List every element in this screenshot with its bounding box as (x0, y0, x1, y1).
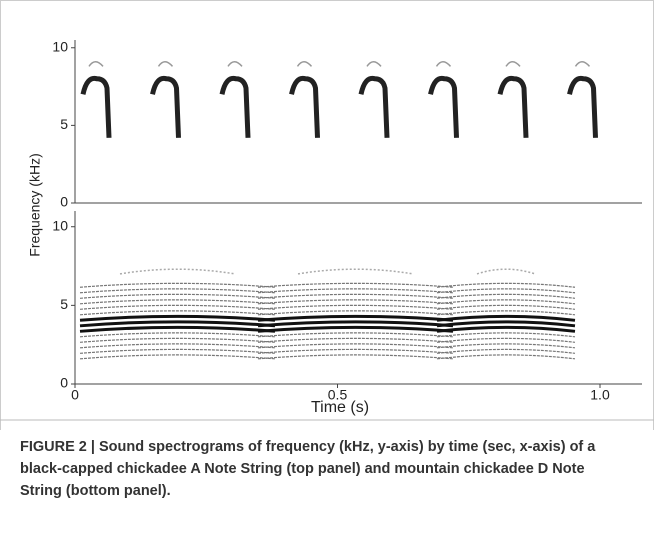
note-band (79, 293, 276, 299)
note-band (436, 348, 576, 354)
note-harmonic (574, 60, 591, 67)
note-band (79, 310, 276, 316)
note-band (79, 348, 276, 354)
y-tick-label: 0 (60, 194, 68, 210)
note (80, 75, 112, 138)
y-tick-label: 5 (60, 296, 68, 312)
frame (0, 0, 654, 430)
note-band (436, 343, 576, 349)
note-band (436, 325, 576, 333)
y-tick-label: 0 (60, 375, 68, 391)
note (567, 75, 598, 138)
note-band (436, 304, 576, 310)
note-harmonic (227, 60, 243, 67)
note-band (257, 320, 454, 328)
y-tick-label: 5 (60, 116, 68, 132)
note-band (257, 332, 454, 338)
note (428, 75, 459, 138)
note-band (257, 314, 454, 322)
x-axis-label: Time (s) (311, 399, 369, 416)
note-band (257, 293, 454, 299)
note-band (79, 337, 276, 343)
note-band (79, 288, 276, 294)
note (497, 75, 529, 138)
note-band (257, 288, 454, 294)
note-harmonic (435, 60, 452, 67)
note-band (79, 304, 276, 310)
note-band (257, 343, 454, 349)
note-harmonic (157, 60, 174, 67)
note-band (436, 293, 576, 299)
note-band (257, 348, 454, 354)
note-band (79, 314, 276, 322)
note-band (436, 310, 576, 316)
note-band (257, 337, 454, 343)
note-band (436, 337, 576, 343)
note (219, 75, 251, 138)
note-band (79, 282, 276, 288)
y-tick-label: 10 (52, 38, 68, 54)
note-harmonic (296, 60, 313, 67)
x-tick-label: 0.5 (328, 387, 348, 403)
note-harmonic (297, 268, 414, 275)
note-band (436, 314, 576, 322)
note-band (79, 332, 276, 338)
note (150, 75, 181, 138)
note-band (79, 325, 276, 333)
note-harmonic (366, 60, 382, 67)
x-tick-label: 1.0 (590, 387, 610, 403)
note-band (257, 354, 454, 360)
x-tick-label: 0 (71, 387, 79, 403)
note (289, 75, 320, 138)
note-band (436, 354, 576, 360)
note-band (436, 282, 576, 288)
note-band (436, 288, 576, 294)
note-band (257, 282, 454, 288)
note-band (436, 299, 576, 305)
note-band (79, 354, 276, 360)
y-tick-label: 10 (52, 217, 68, 233)
note-band (436, 332, 576, 338)
note-harmonic (476, 268, 536, 275)
note-band (79, 343, 276, 349)
note-band (257, 325, 454, 333)
note-band (257, 304, 454, 310)
note-harmonic (505, 60, 521, 67)
note-harmonic (119, 268, 236, 275)
note-band (257, 310, 454, 316)
note-band (436, 320, 576, 328)
note-band (79, 299, 276, 305)
note-band (79, 320, 276, 328)
note-band (257, 299, 454, 305)
chart: Frequency (kHz) Time (s) 0 5 10 0 5 10 0 0.5 1.0 (0, 0, 654, 430)
note-harmonic (88, 60, 104, 67)
caption: FIGURE 2 | Sound spectrograms of frequen… (20, 439, 596, 499)
note (358, 75, 390, 138)
y-axis-label: Frequency (kHz) (27, 153, 43, 256)
